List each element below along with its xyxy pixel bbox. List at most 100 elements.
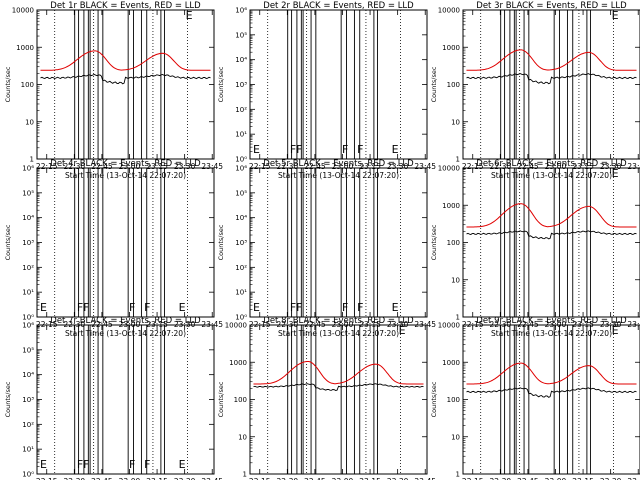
panel-det-8: Det 8r BLACK = Events, RED = LLD Start Ti… (217, 316, 436, 480)
panel-title: Det 4r BLACK = Events, RED = LLD (50, 159, 201, 169)
y-tick-label: 1000 (442, 202, 460, 210)
y-tick-label: 10⁴ (22, 371, 34, 379)
y-tick-label: 10000 (438, 322, 460, 330)
plot-frame (36, 167, 215, 318)
y-tick-label: 100 (447, 81, 460, 89)
y-tick-label: 10⁵ (235, 189, 247, 197)
flag-marker: FF (290, 301, 303, 314)
x-tick-label: 23:30 (600, 162, 622, 171)
flag-marker: E (253, 143, 260, 156)
y-axis-label: Counts/sec (217, 224, 225, 260)
y-tick-label: 10² (22, 264, 34, 272)
y-tick-label: 10 (451, 433, 460, 441)
x-axis-label: Start Time (13-Oct-14 22:07:20) (65, 329, 186, 338)
y-tick-label: 10 (451, 276, 460, 284)
flag-marker: E (179, 458, 186, 471)
y-tick-label: 1000 (229, 359, 247, 367)
x-tick-label: 23:15 (359, 162, 381, 171)
panel-det-1: Det 1r BLACK = Events, RED = LLD Start Ti… (4, 1, 223, 180)
panel-det-2: Det 2r BLACK = Events, RED = LLD Start Ti… (217, 1, 436, 180)
events-series-line (40, 74, 211, 85)
panel-det-5: Det 5r BLACK = Events, RED = LLD Start Ti… (217, 159, 436, 338)
y-tick-label: 10² (22, 421, 34, 429)
y-tick-label: 10⁴ (235, 214, 247, 222)
x-tick-label: 22:45 (517, 162, 539, 171)
plot-frame (462, 9, 640, 160)
flag-marker: F (357, 143, 363, 156)
panel-title: Det 8r BLACK = Events, RED = LLD (263, 316, 414, 326)
x-tick-label: 23:15 (572, 477, 594, 480)
y-tick-label: 10⁵ (22, 189, 34, 197)
panel-title: Det 9r BLACK = Events, RED = LLD (476, 316, 627, 326)
x-axis-label: Start Time (13-Oct-14 22:07:20) (278, 329, 399, 338)
panel-det-3: Det 3r BLACK = Events, RED = LLD Start Ti… (430, 1, 640, 180)
x-tick-label: 23:30 (600, 477, 622, 480)
y-tick-label: 10² (235, 264, 247, 272)
y-axis-label: Counts/sec (430, 66, 438, 102)
y-tick-label: 10⁶ (235, 165, 247, 173)
flag-marker: F (342, 301, 348, 314)
flag-marker: FF (77, 301, 90, 314)
panel-title: Det 2r BLACK = Events, RED = LLD (263, 1, 414, 11)
flag-marker: E (40, 458, 47, 471)
panel-title: Det 1r BLACK = Events, RED = LLD (50, 1, 201, 11)
x-tick-label: 22:15 (249, 162, 271, 171)
flag-marker: F (129, 458, 135, 471)
y-tick-label: 10000 (438, 165, 460, 173)
y-tick-label: 10⁵ (235, 31, 247, 39)
x-tick-label: 22:30 (64, 477, 86, 480)
x-tick-label: 22:30 (490, 162, 512, 171)
x-tick-label: 23:00 (332, 477, 354, 480)
x-tick-label: 23:15 (146, 477, 168, 480)
y-tick-label: 100 (21, 81, 34, 89)
x-axis-label: Start Time (13-Oct-14 22:07:20) (491, 329, 612, 338)
flag-marker: F (144, 301, 150, 314)
panel-det-4: Det 4r BLACK = Events, RED = LLD Start Ti… (4, 159, 223, 338)
y-tick-label: 10² (235, 106, 247, 114)
y-tick-label: 10⁰ (22, 471, 34, 479)
flag-marker: E (612, 9, 619, 22)
flag-marker: E (40, 301, 47, 314)
flag-marker: E (612, 167, 619, 180)
x-tick-label: 22:30 (490, 477, 512, 480)
y-tick-label: 10¹ (235, 131, 247, 139)
y-tick-label: 10³ (235, 239, 247, 247)
y-tick-label: 100 (447, 396, 460, 404)
y-axis-label: Counts/sec (217, 381, 225, 417)
y-axis-label: Counts/sec (4, 381, 12, 417)
x-tick-label: 22:45 (517, 477, 539, 480)
panel-title: Det 5r BLACK = Events, RED = LLD (263, 159, 414, 169)
x-tick-label: 23:00 (119, 162, 141, 171)
y-tick-label: 1 (456, 314, 460, 322)
y-tick-label: 10⁴ (22, 214, 34, 222)
x-tick-label: 22:15 (36, 477, 58, 480)
lld-series-line (466, 203, 637, 228)
y-tick-label: 100 (447, 239, 460, 247)
flag-marker: F (144, 458, 150, 471)
x-tick-label: 23:00 (332, 162, 354, 171)
panel-title: Det 7r BLACK = Events, RED = LLD (50, 316, 201, 326)
x-axis-label: Start Time (13-Oct-14 22:07:20) (491, 171, 612, 180)
x-tick-label: 23:45 (414, 162, 436, 171)
x-tick-label: 22:15 (249, 477, 271, 480)
y-tick-label: 1 (243, 471, 247, 479)
x-tick-label: 23:30 (387, 162, 409, 171)
x-tick-label: 22:45 (304, 162, 326, 171)
y-tick-label: 10000 (438, 7, 460, 15)
events-series-line (253, 383, 424, 391)
y-tick-label: 10⁶ (22, 322, 34, 330)
plot-frame (249, 167, 428, 318)
x-tick-label: 23:30 (174, 477, 196, 480)
x-tick-label: 22:30 (277, 162, 299, 171)
x-tick-label: 23:45 (201, 477, 223, 480)
plot-frame (36, 9, 215, 160)
y-tick-label: 10⁰ (235, 314, 247, 322)
x-tick-label: 23:45 (627, 162, 640, 171)
y-tick-label: 10⁴ (235, 56, 247, 64)
plot-frame (249, 9, 428, 160)
x-tick-label: 22:15 (462, 162, 484, 171)
flag-marker: E (179, 301, 186, 314)
y-tick-label: 10¹ (235, 289, 247, 297)
x-tick-label: 22:45 (91, 477, 113, 480)
